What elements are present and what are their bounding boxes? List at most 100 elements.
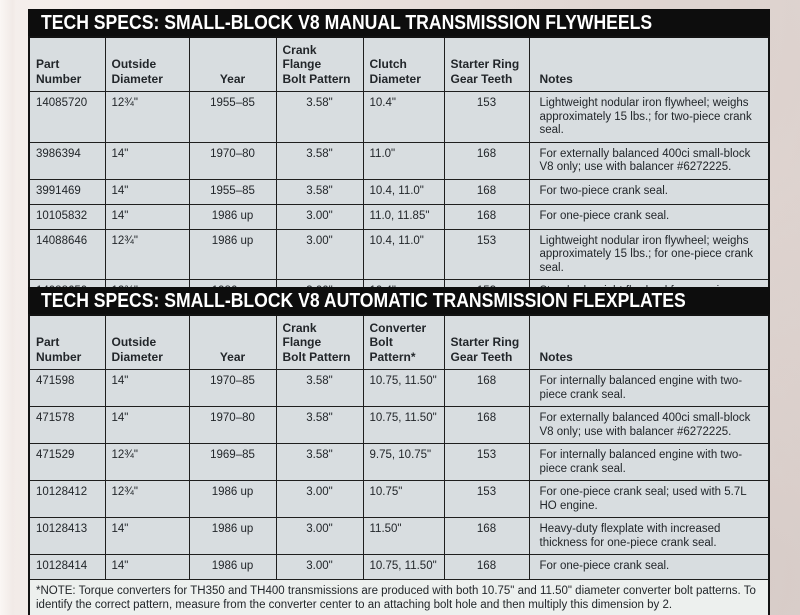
cell-starter-ring-gear-teeth: 168 <box>443 141 530 180</box>
cell-crank-flange-bolt-pattern: 3.58" <box>275 369 364 408</box>
table-row: 14088646 12¾" 1986 up 3.00" 10.4, 11.0" … <box>28 228 770 281</box>
cell-year: 1986 up <box>188 228 277 281</box>
cell-outside-diameter: 14" <box>104 178 190 205</box>
column-header-part-number: Part Number <box>28 36 106 93</box>
cell-crank-flange-bolt-pattern: 3.00" <box>275 517 364 556</box>
flexplates-table-section: TECH SPECS: SMALL-BLOCK V8 AUTOMATIC TRA… <box>28 287 770 615</box>
table-row: 14085720 12¾" 1955–85 3.58" 10.4" 153 Li… <box>28 91 770 143</box>
cell-notes: Lightweight nodular iron flywheel; weigh… <box>528 91 770 143</box>
cell-crank-flange-bolt-pattern: 3.58" <box>275 406 364 445</box>
cell-converter-bolt-pattern: 9.75, 10.75" <box>362 443 445 482</box>
cell-year: 1970–80 <box>188 141 277 180</box>
cell-notes: For internally balanced engine with two-… <box>528 443 770 482</box>
cell-crank-flange-bolt-pattern: 3.00" <box>275 203 364 230</box>
cell-converter-bolt-pattern: 10.75, 11.50" <box>362 369 445 408</box>
cell-crank-flange-bolt-pattern: 3.00" <box>275 228 364 281</box>
cell-starter-ring-gear-teeth: 153 <box>443 443 530 482</box>
cell-starter-ring-gear-teeth: 168 <box>443 554 530 581</box>
cell-clutch-diameter: 11.0, 11.85" <box>362 203 445 230</box>
cell-year: 1969–85 <box>188 443 277 482</box>
cell-part-number: 14088646 <box>28 228 106 281</box>
cell-starter-ring-gear-teeth: 168 <box>443 406 530 445</box>
cell-outside-diameter: 14" <box>104 203 190 230</box>
cell-outside-diameter: 14" <box>104 141 190 180</box>
cell-year: 1986 up <box>188 554 277 581</box>
flexplates-table-title: TECH SPECS: SMALL-BLOCK V8 AUTOMATIC TRA… <box>41 289 686 312</box>
column-header-year: Year <box>188 36 277 93</box>
table-row: 471598 14" 1970–85 3.58" 10.75, 11.50" 1… <box>28 369 770 408</box>
cell-starter-ring-gear-teeth: 153 <box>443 228 530 281</box>
cell-crank-flange-bolt-pattern: 3.00" <box>275 554 364 581</box>
table-row: 471529 12¾" 1969–85 3.58" 9.75, 10.75" 1… <box>28 443 770 482</box>
cell-year: 1986 up <box>188 480 277 519</box>
column-header-converter-bolt-pattern: Converter Bolt Pattern* <box>362 314 445 371</box>
column-header-notes: Notes <box>528 36 770 93</box>
table-row: 3986394 14" 1970–80 3.58" 11.0" 168 For … <box>28 141 770 180</box>
cell-clutch-diameter: 10.4" <box>362 91 445 143</box>
cell-part-number: 10128412 <box>28 480 106 519</box>
cell-starter-ring-gear-teeth: 168 <box>443 203 530 230</box>
cell-part-number: 471578 <box>28 406 106 445</box>
flywheels-table-title: TECH SPECS: SMALL-BLOCK V8 MANUAL TRANSM… <box>41 11 653 34</box>
cell-clutch-diameter: 10.4, 11.0" <box>362 178 445 205</box>
cell-outside-diameter: 12¾" <box>104 443 190 482</box>
flexplates-title-bar: TECH SPECS: SMALL-BLOCK V8 AUTOMATIC TRA… <box>28 287 770 314</box>
cell-notes: Lightweight nodular iron flywheel; weigh… <box>528 228 770 281</box>
cell-crank-flange-bolt-pattern: 3.58" <box>275 91 364 143</box>
flywheels-table: Part Number Outside Diameter Year Crank … <box>28 36 770 319</box>
cell-starter-ring-gear-teeth: 168 <box>443 178 530 205</box>
cell-notes: For one-piece crank seal. <box>528 554 770 581</box>
column-header-year: Year <box>188 314 277 371</box>
table-footnote: *NOTE: Torque converters for TH350 and T… <box>28 579 770 615</box>
cell-crank-flange-bolt-pattern: 3.58" <box>275 141 364 180</box>
cell-outside-diameter: 12¾" <box>104 480 190 519</box>
cell-outside-diameter: 12¾" <box>104 228 190 281</box>
cell-notes: For externally balanced 400ci small-bloc… <box>528 141 770 180</box>
flywheels-table-section: TECH SPECS: SMALL-BLOCK V8 MANUAL TRANSM… <box>28 9 770 319</box>
cell-crank-flange-bolt-pattern: 3.58" <box>275 178 364 205</box>
cell-crank-flange-bolt-pattern: 3.00" <box>275 480 364 519</box>
cell-part-number: 10128413 <box>28 517 106 556</box>
table-row: 10128412 12¾" 1986 up 3.00" 10.75" 153 F… <box>28 480 770 519</box>
cell-part-number: 10105832 <box>28 203 106 230</box>
cell-outside-diameter: 14" <box>104 406 190 445</box>
cell-outside-diameter: 14" <box>104 517 190 556</box>
table-row: 471578 14" 1970–80 3.58" 10.75, 11.50" 1… <box>28 406 770 445</box>
cell-notes: For externally balanced 400ci small-bloc… <box>528 406 770 445</box>
cell-year: 1970–85 <box>188 369 277 408</box>
cell-notes: Heavy-duty flexplate with increased thic… <box>528 517 770 556</box>
cell-notes: For internally balanced engine with two-… <box>528 369 770 408</box>
table-row: 10128414 14" 1986 up 3.00" 10.75, 11.50"… <box>28 554 770 581</box>
flexplates-table: Part Number Outside Diameter Year Crank … <box>28 314 770 615</box>
column-header-part-number: Part Number <box>28 314 106 371</box>
column-header-outside-diameter: Outside Diameter <box>104 314 190 371</box>
table-row: 10128413 14" 1986 up 3.00" 11.50" 168 He… <box>28 517 770 556</box>
cell-year: 1986 up <box>188 517 277 556</box>
cell-converter-bolt-pattern: 10.75, 11.50" <box>362 554 445 581</box>
table-row: 10105832 14" 1986 up 3.00" 11.0, 11.85" … <box>28 203 770 230</box>
footnote-row: *NOTE: Torque converters for TH350 and T… <box>28 579 770 615</box>
cell-converter-bolt-pattern: 10.75, 11.50" <box>362 406 445 445</box>
column-header-starter-ring-gear-teeth: Starter Ring Gear Teeth <box>443 36 530 93</box>
cell-starter-ring-gear-teeth: 168 <box>443 369 530 408</box>
cell-part-number: 10128414 <box>28 554 106 581</box>
table-row: 3991469 14" 1955–85 3.58" 10.4, 11.0" 16… <box>28 178 770 205</box>
cell-clutch-diameter: 11.0" <box>362 141 445 180</box>
cell-outside-diameter: 12¾" <box>104 91 190 143</box>
header-row: Part Number Outside Diameter Year Crank … <box>28 36 770 93</box>
cell-starter-ring-gear-teeth: 153 <box>443 480 530 519</box>
cell-notes: For two-piece crank seal. <box>528 178 770 205</box>
cell-notes: For one-piece crank seal; used with 5.7L… <box>528 480 770 519</box>
cell-converter-bolt-pattern: 11.50" <box>362 517 445 556</box>
cell-notes: For one-piece crank seal. <box>528 203 770 230</box>
cell-part-number: 471529 <box>28 443 106 482</box>
column-header-starter-ring-gear-teeth: Starter Ring Gear Teeth <box>443 314 530 371</box>
cell-outside-diameter: 14" <box>104 554 190 581</box>
cell-year: 1986 up <box>188 203 277 230</box>
cell-year: 1955–85 <box>188 91 277 143</box>
column-header-clutch-diameter: Clutch Diameter <box>362 36 445 93</box>
cell-part-number: 3986394 <box>28 141 106 180</box>
cell-part-number: 471598 <box>28 369 106 408</box>
cell-clutch-diameter: 10.4, 11.0" <box>362 228 445 281</box>
